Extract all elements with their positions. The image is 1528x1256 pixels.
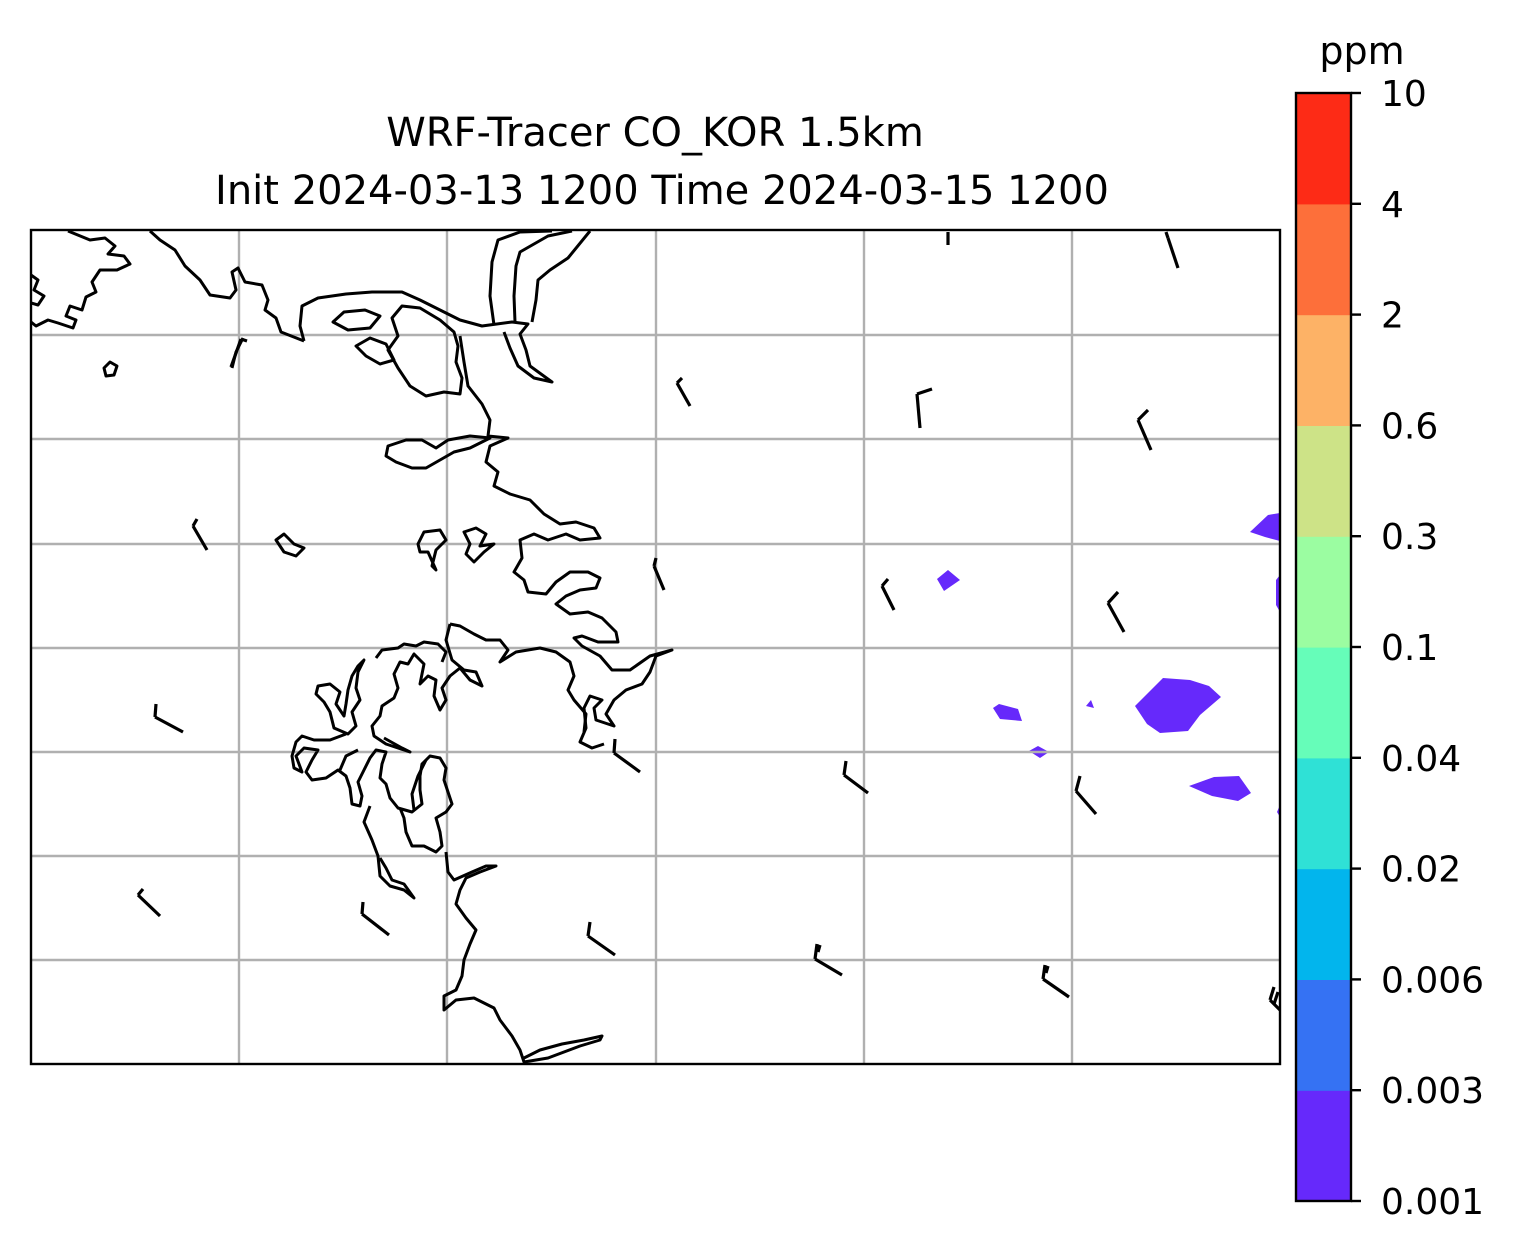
tracer-patch (937, 570, 960, 591)
coastline (449, 622, 588, 733)
tracer-patch (1189, 776, 1251, 801)
wind-barb (153, 703, 184, 734)
wind-barb (1136, 408, 1153, 451)
wind-barb (1041, 964, 1070, 999)
colorbar-tick-label: 2 (1381, 296, 1404, 337)
colorbar-swatch (1296, 203, 1351, 316)
wind-barbs (136, 231, 1280, 1012)
coastline (458, 335, 674, 750)
coastline (31, 230, 132, 330)
coastline (410, 759, 428, 811)
coastline (530, 230, 592, 323)
wind-barb (842, 760, 869, 795)
colorbar-tick-label: 0.3 (1381, 517, 1438, 558)
colorbar-unit-label: ppm (1319, 29, 1404, 73)
colorbar-swatches (1296, 93, 1351, 1202)
coastline (488, 230, 553, 326)
colorbar-swatch (1296, 1090, 1351, 1202)
colorbar-tick-label: 0.001 (1381, 1182, 1484, 1223)
wind-barb (586, 921, 616, 957)
coastline (416, 528, 448, 572)
colorbar-swatch (1296, 757, 1351, 870)
tracer-patch (1135, 678, 1221, 733)
coastline (31, 273, 46, 307)
colorbar-tick-label: 0.6 (1381, 406, 1438, 447)
coastline (386, 304, 464, 398)
colorbar-tick-label: 0.1 (1381, 628, 1438, 669)
coastline (374, 640, 448, 663)
tracer-patch (993, 704, 1022, 721)
colorbar-swatch (1296, 647, 1351, 759)
wind-barb (612, 738, 641, 774)
title-line-2: Init 2024-03-13 1200 Time 2024-03-15 120… (215, 168, 1109, 214)
title-line-1: WRF-Tracer CO_KOR 1.5km (386, 110, 924, 156)
colorbar-swatch (1296, 536, 1351, 648)
gridlines (31, 230, 1280, 1064)
coastline (102, 360, 119, 378)
colorbar-swatch (1296, 314, 1351, 426)
tracer-patch (1250, 513, 1280, 541)
coastline (462, 526, 496, 564)
coastline (338, 748, 359, 771)
wind-barb (229, 337, 248, 368)
colorbar-tick-label: 4 (1381, 185, 1404, 226)
colorbar-frame (1294, 91, 1353, 1203)
wind-barb (191, 518, 209, 551)
wind-barb (136, 887, 162, 918)
coastline (384, 434, 492, 470)
wind-barb (1164, 231, 1180, 269)
map-panel (29, 228, 1282, 1066)
coastlines (31, 230, 674, 1064)
tracer-patch (1086, 700, 1094, 708)
colorbar: ppm 0.001 0.003 0.006 0.02 0.04 0.1 0.3 0.6 2 4 10 (1294, 29, 1484, 1223)
colorbar-tick-label: 0.04 (1381, 739, 1461, 780)
colorbar-swatch (1296, 979, 1351, 1091)
wind-barb (360, 901, 390, 937)
colorbar-swatch (1296, 93, 1351, 205)
colorbar-tick-label: 0.02 (1381, 850, 1461, 891)
coastline (298, 290, 554, 384)
wind-barb (915, 387, 933, 429)
colorbar-tick-label: 0.006 (1381, 960, 1484, 1001)
colorbar-tick-label: 10 (1381, 74, 1427, 115)
wind-barb (1074, 775, 1098, 816)
coastline (290, 732, 454, 854)
wind-barb (1268, 986, 1280, 1012)
coastline (512, 230, 573, 323)
coastline (331, 308, 382, 332)
colorbar-tick-label: 0.003 (1381, 1071, 1484, 1112)
wind-barb (652, 557, 666, 591)
wind-barb (675, 376, 692, 407)
map-frame (29, 228, 1282, 1066)
coastline (442, 851, 604, 1064)
coastline (274, 532, 306, 558)
coastline (148, 230, 305, 343)
wind-barb (1106, 590, 1126, 633)
coastline (314, 658, 366, 736)
coastline (370, 623, 484, 754)
coastline (362, 805, 416, 900)
wind-barb (880, 577, 896, 611)
colorbar-swatch (1296, 868, 1351, 980)
colorbar-ticks: 0.001 0.003 0.006 0.02 0.04 0.1 0.3 0.6 2 4 10 (1351, 74, 1484, 1223)
colorbar-swatch (1296, 425, 1351, 537)
wind-barb (813, 943, 843, 977)
